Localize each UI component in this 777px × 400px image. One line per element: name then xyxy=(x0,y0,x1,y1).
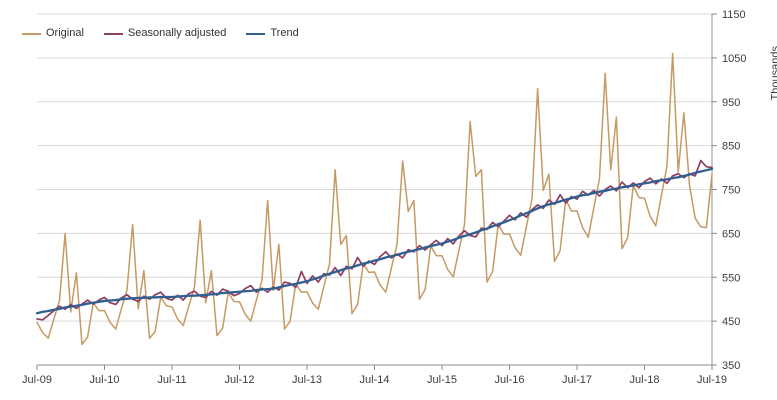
legend-item-original: Original xyxy=(22,28,84,39)
x-tick-label: Jul-12 xyxy=(225,374,255,386)
legend-label-trend: Trend xyxy=(270,27,299,39)
legend-item-seasonally-adjusted: Seasonally adjusted xyxy=(103,27,227,39)
legend-label-original: Original xyxy=(46,27,84,39)
x-tick-label: Jul-14 xyxy=(360,374,390,386)
chart-legend: Original Seasonally adjusted Trend xyxy=(22,28,299,39)
series-line-original xyxy=(36,52,713,346)
legend-item-trend: Trend xyxy=(246,27,299,39)
y-tick-label: 950 xyxy=(722,97,740,109)
trend-line-swatch xyxy=(246,32,266,35)
legend-label-seasonally-adjusted: Seasonally adjusted xyxy=(127,27,227,39)
x-tick-label: Jul-16 xyxy=(495,374,525,386)
series-line-trend xyxy=(35,167,714,315)
y-tick-label: 350 xyxy=(722,360,740,372)
x-tick-label: Jul-13 xyxy=(292,374,322,386)
x-tick-label: Jul-09 xyxy=(22,374,52,386)
x-tick-label: Jul-15 xyxy=(427,374,457,386)
y-tick-label: 850 xyxy=(722,141,740,153)
seasonally-adjusted-line-swatch xyxy=(103,32,123,35)
x-tick-label: Jul-19 xyxy=(697,374,727,386)
x-tick-label: Jul-11 xyxy=(157,374,186,386)
y-tick-label: 450 xyxy=(722,316,740,328)
y-tick-label: 750 xyxy=(722,185,740,197)
y-tick-label: 650 xyxy=(722,228,740,240)
original-line-swatch xyxy=(22,32,41,35)
y-tick-label: 1050 xyxy=(722,53,746,65)
x-tick-label: Jul-18 xyxy=(630,374,660,386)
x-tick-label: Jul-17 xyxy=(562,374,592,386)
x-tick-label: Jul-10 xyxy=(90,374,120,386)
y-tick-label: 550 xyxy=(722,272,740,284)
y-tick-label: 1150 xyxy=(722,9,746,21)
series-line-seasonally-adjusted xyxy=(36,159,713,321)
